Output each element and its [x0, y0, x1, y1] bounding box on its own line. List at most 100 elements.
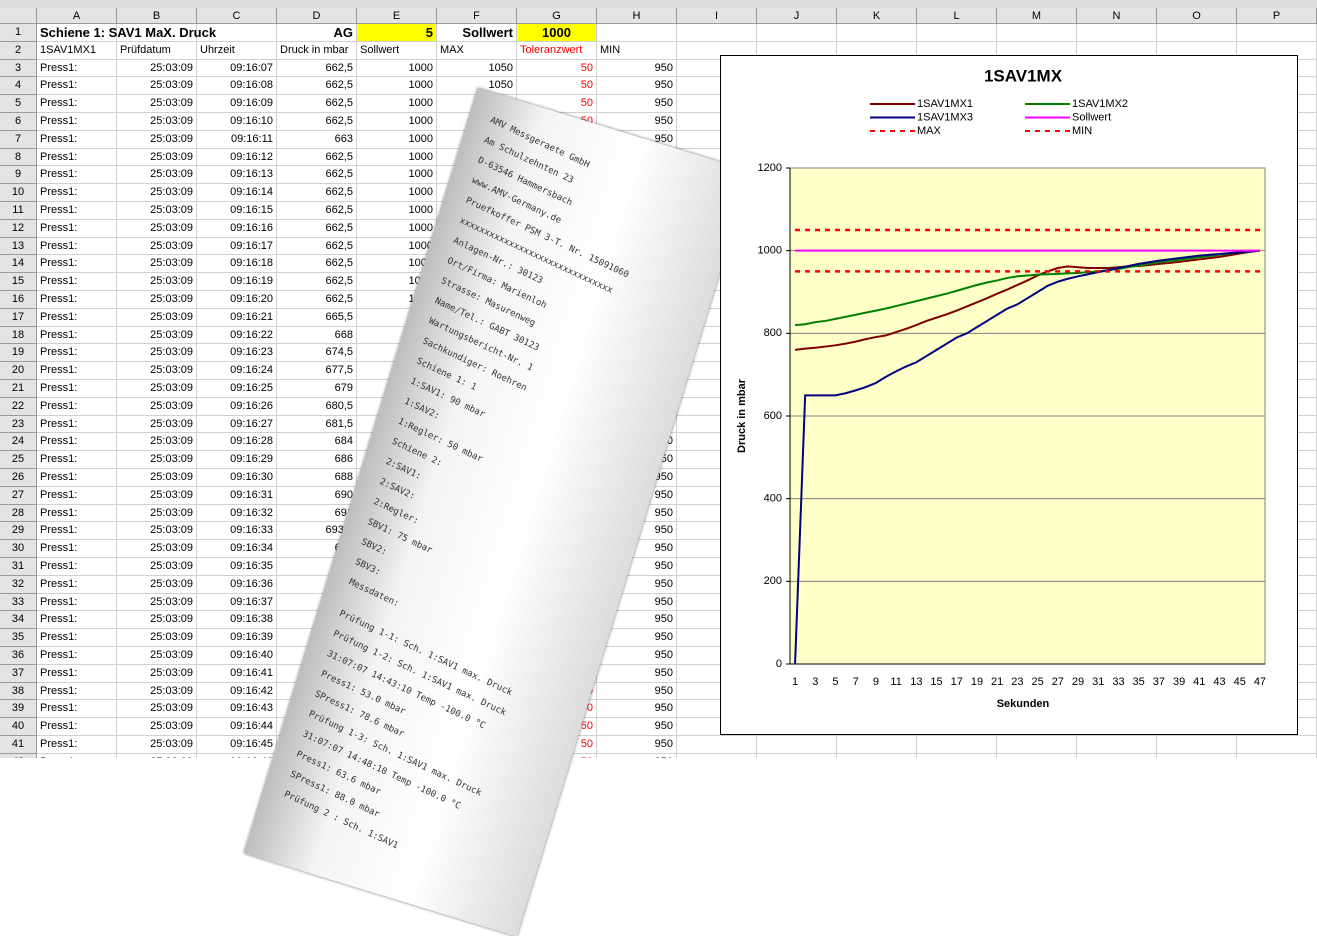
row-header: 35: [0, 629, 37, 647]
cell-text: 950: [597, 77, 677, 95]
row-header: 36: [0, 647, 37, 665]
cell-text: 09:16:17: [197, 238, 277, 256]
receipt-line: 1:SAV2:: [402, 397, 441, 422]
column-header: M: [997, 8, 1077, 24]
cell-text: 662,5: [277, 77, 357, 95]
row-header: 12: [0, 220, 37, 238]
cell-text: 09:16:33: [197, 522, 277, 540]
cell-text: MIN: [597, 42, 677, 60]
row-header: 40: [0, 718, 37, 736]
row-header: 27: [0, 487, 37, 505]
cell-text: 662,5: [277, 220, 357, 238]
row-header: 25: [0, 451, 37, 469]
cell-text: 25:03:09: [117, 718, 197, 736]
row-header: 9: [0, 166, 37, 184]
column-header: E: [357, 8, 437, 24]
x-tick-label: 21: [991, 676, 1003, 688]
cell-text: 25:03:09: [117, 344, 197, 362]
cell-text: 25:03:09: [117, 255, 197, 273]
cell-text: Press1:: [37, 202, 117, 220]
cell-text: 668: [277, 327, 357, 345]
row-header: 17: [0, 309, 37, 327]
cell-text: 09:16:14: [197, 184, 277, 202]
cell-text: Press1:: [37, 540, 117, 558]
cell: [1077, 24, 1157, 42]
row-header: 24: [0, 433, 37, 451]
cell-text: 09:16:30: [197, 469, 277, 487]
cell-text: MAX: [437, 42, 517, 60]
cell-text: 25:03:09: [117, 291, 197, 309]
cell-text: 1000: [357, 131, 437, 149]
y-tick-label: 200: [764, 575, 782, 587]
cell-text: Press1:: [37, 131, 117, 149]
legend-label: MIN: [1072, 125, 1092, 137]
cell-text: 09:16:31: [197, 487, 277, 505]
row-header: 11: [0, 202, 37, 220]
cell-text: 950: [597, 683, 677, 701]
x-tick-label: 41: [1193, 676, 1205, 688]
receipt-line: 2:SAV1:: [384, 457, 423, 482]
x-tick-label: 13: [910, 676, 922, 688]
cell-text: 662,5: [277, 273, 357, 291]
cell-text: 25:03:09: [117, 77, 197, 95]
cell: [917, 754, 997, 758]
cell-text: Sollwert: [437, 24, 517, 42]
cell-text: Press1:: [37, 238, 117, 256]
cell-text: 09:16:20: [197, 291, 277, 309]
cell-text: 25:03:09: [117, 754, 197, 758]
cell-text: Press1:: [37, 683, 117, 701]
cell-text: 663: [277, 131, 357, 149]
cell: [757, 24, 837, 42]
cell-text: 09:16:08: [197, 77, 277, 95]
cell-text: 1000: [357, 60, 437, 78]
cell-text: 950: [597, 754, 677, 758]
row-header: 4: [0, 77, 37, 95]
cell-text: 950: [597, 95, 677, 113]
cell-text: 25:03:09: [117, 629, 197, 647]
cell-text: Uhrzeit: [197, 42, 277, 60]
row-header: 31: [0, 558, 37, 576]
row-header: 42: [0, 754, 37, 758]
cell-text: 674,5: [277, 344, 357, 362]
row-header: 16: [0, 291, 37, 309]
cell-text: 09:16:19: [197, 273, 277, 291]
x-tick-label: 37: [1153, 676, 1165, 688]
cell: [997, 736, 1077, 754]
y-tick-label: 400: [764, 493, 782, 505]
row-header: 32: [0, 576, 37, 594]
x-tick-label: 23: [1011, 676, 1023, 688]
cell-text: 1050: [437, 60, 517, 78]
row-header: 29: [0, 522, 37, 540]
cell-text: 09:16:11: [197, 131, 277, 149]
cell-text: Press1:: [37, 611, 117, 629]
cell-text: 09:16:09: [197, 95, 277, 113]
cell-text: 1000: [357, 77, 437, 95]
cell-text: 1000: [357, 220, 437, 238]
column-header: N: [1077, 8, 1157, 24]
cell-text: 25:03:09: [117, 665, 197, 683]
row-header: 20: [0, 362, 37, 380]
y-tick-label: 0: [776, 658, 782, 670]
column-header: H: [597, 8, 677, 24]
cell-text: 09:16:45: [197, 736, 277, 754]
cell-text: Press1:: [37, 362, 117, 380]
cell-text: Press1:: [37, 451, 117, 469]
cell-text: 25:03:09: [117, 327, 197, 345]
cell-text: 09:16:32: [197, 505, 277, 523]
x-tick-label: 15: [930, 676, 942, 688]
x-tick-label: 1: [792, 676, 798, 688]
cell-text: 25:03:09: [117, 398, 197, 416]
cell-text: 25:03:09: [117, 309, 197, 327]
cell-text: 09:16:44: [197, 718, 277, 736]
cell-text: 5: [357, 24, 437, 42]
cell-text: 25:03:09: [117, 505, 197, 523]
cell-text: 662,5: [277, 184, 357, 202]
cell-text: Press1:: [37, 60, 117, 78]
cell-text: Press1:: [37, 665, 117, 683]
receipt-line: SBV3:: [353, 557, 382, 578]
cell-text: Press1:: [37, 220, 117, 238]
cell-text: 25:03:09: [117, 166, 197, 184]
row-header: 2: [0, 42, 37, 60]
cell-text: Press1:: [37, 647, 117, 665]
legend-label: Sollwert: [1072, 111, 1111, 123]
